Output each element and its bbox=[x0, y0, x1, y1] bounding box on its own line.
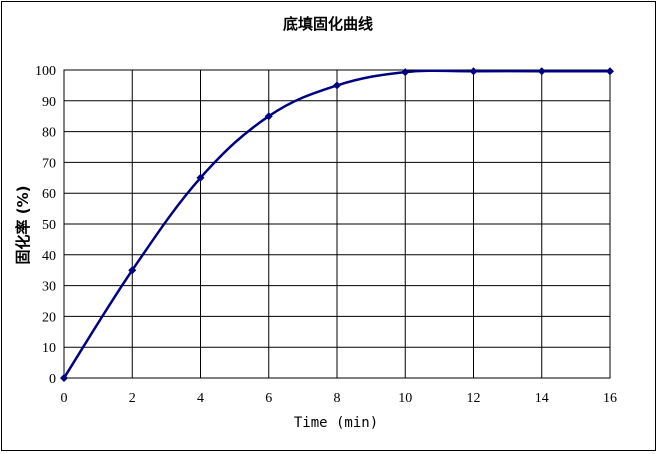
chart-title: 底填固化曲线 bbox=[283, 15, 373, 33]
x-tick-label: 12 bbox=[467, 391, 481, 406]
plot-grid bbox=[63, 69, 611, 379]
y-axis-label: 固化率 (%) bbox=[14, 186, 32, 265]
x-tick-labels: 0 2 4 6 8 10 12 14 16 bbox=[61, 391, 618, 406]
y-tick-label: 80 bbox=[42, 126, 56, 141]
y-tick-label: 10 bbox=[42, 341, 56, 356]
data-point-marker bbox=[469, 67, 478, 76]
y-tick-label: 50 bbox=[42, 218, 56, 233]
x-tick-label: 2 bbox=[129, 391, 136, 406]
y-tick-label: 100 bbox=[35, 64, 56, 79]
data-point-marker bbox=[401, 68, 410, 77]
y-tick-label: 20 bbox=[42, 310, 56, 325]
x-tick-label: 6 bbox=[265, 391, 272, 406]
plot-area bbox=[63, 69, 611, 379]
x-axis-label: Time (min) bbox=[294, 415, 378, 431]
series-line bbox=[62, 69, 610, 379]
data-point-marker bbox=[196, 173, 205, 182]
x-tick-label: 14 bbox=[535, 391, 549, 406]
data-point-marker bbox=[264, 112, 273, 121]
data-point-marker bbox=[128, 266, 137, 275]
x-tick-label: 10 bbox=[398, 391, 412, 406]
data-point-marker bbox=[60, 374, 68, 382]
y-tick-labels: 0 10 20 30 40 50 60 70 80 90 100 bbox=[35, 64, 56, 387]
data-point-marker bbox=[333, 81, 341, 90]
y-tick-label: 30 bbox=[42, 280, 56, 295]
data-point-marker bbox=[537, 67, 546, 76]
series-markers bbox=[60, 67, 614, 382]
x-tick-label: 0 bbox=[61, 391, 68, 406]
y-tick-label: 60 bbox=[42, 187, 56, 202]
data-point-marker bbox=[606, 67, 614, 76]
x-tick-label: 4 bbox=[197, 391, 204, 406]
y-tick-label: 70 bbox=[42, 156, 56, 171]
y-tick-label: 0 bbox=[49, 372, 56, 387]
x-tick-label: 8 bbox=[334, 391, 341, 406]
x-tick-label: 16 bbox=[603, 391, 617, 406]
y-tick-label: 40 bbox=[42, 249, 56, 264]
y-tick-label: 90 bbox=[42, 95, 56, 110]
